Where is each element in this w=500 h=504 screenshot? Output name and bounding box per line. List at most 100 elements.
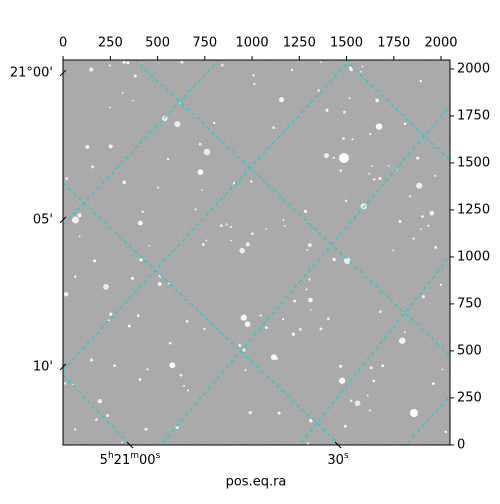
star <box>78 235 81 238</box>
star <box>282 318 285 321</box>
star <box>293 299 297 303</box>
star <box>139 258 143 262</box>
star <box>185 319 189 323</box>
star <box>253 82 256 86</box>
y-tick-label: 1750 <box>457 108 490 123</box>
star <box>201 242 205 246</box>
star <box>109 312 113 316</box>
star <box>122 60 126 64</box>
star <box>370 165 373 168</box>
star <box>126 61 130 65</box>
star <box>381 364 385 368</box>
y-tick-label: 0 <box>457 437 465 452</box>
star <box>372 379 376 383</box>
star <box>108 144 113 149</box>
label-part: h <box>108 451 114 461</box>
y-tick-label: 1000 <box>457 249 490 264</box>
star <box>366 394 369 397</box>
star <box>203 148 211 156</box>
star <box>403 331 406 334</box>
star <box>378 310 382 314</box>
star <box>320 61 322 64</box>
star <box>187 389 190 392</box>
star <box>259 314 262 317</box>
star <box>219 224 223 228</box>
star <box>95 418 98 422</box>
x-tick-label: 250 <box>98 36 123 51</box>
star <box>439 283 443 286</box>
star <box>416 156 420 160</box>
star <box>203 327 206 331</box>
star <box>369 366 373 370</box>
label-part: 3 <box>327 453 335 468</box>
star <box>369 409 372 412</box>
star <box>242 348 246 352</box>
star <box>339 153 349 163</box>
star <box>148 244 151 247</box>
star <box>230 239 232 242</box>
star <box>244 369 247 372</box>
star <box>250 180 253 183</box>
star <box>169 362 176 369</box>
star <box>109 106 112 109</box>
label-part: 0 <box>147 453 155 468</box>
label-part: 5 <box>100 453 108 468</box>
star <box>342 137 345 140</box>
star <box>252 74 255 77</box>
star <box>399 337 406 344</box>
star <box>290 68 294 72</box>
star <box>248 411 253 415</box>
star <box>205 239 208 242</box>
star <box>272 126 275 129</box>
x-tick-label: 1750 <box>377 36 410 51</box>
star <box>348 97 351 100</box>
star <box>130 276 134 280</box>
star <box>433 174 437 177</box>
star <box>73 428 77 431</box>
dec-grid-line <box>159 105 450 445</box>
star <box>429 210 435 216</box>
dec-tick-label: 21°00' <box>10 66 53 81</box>
x-axis-label: pos.eq.ra <box>226 475 287 490</box>
star <box>93 259 97 263</box>
star <box>409 195 412 198</box>
star <box>298 327 302 331</box>
star <box>410 409 418 417</box>
star <box>245 242 250 247</box>
star <box>244 321 251 327</box>
star <box>375 123 383 130</box>
star <box>332 156 335 159</box>
star <box>416 182 423 189</box>
x-tick-label: 1500 <box>330 36 363 51</box>
star <box>427 224 430 227</box>
star <box>351 138 354 141</box>
star <box>373 178 376 181</box>
star <box>91 165 95 169</box>
star <box>348 66 352 70</box>
star <box>265 227 268 230</box>
x-tick-label: 500 <box>145 36 170 51</box>
star <box>419 79 423 83</box>
star <box>168 341 172 345</box>
star <box>325 108 329 112</box>
star <box>339 169 343 173</box>
star <box>167 282 170 285</box>
y-tick-label: 1500 <box>457 155 490 170</box>
label-part: s <box>156 451 161 461</box>
star <box>179 373 183 377</box>
star <box>133 74 137 78</box>
star <box>309 418 313 423</box>
star <box>319 327 323 331</box>
dec-tick-label: 10' <box>33 359 53 374</box>
ra-tick <box>126 441 134 449</box>
star <box>90 358 94 362</box>
label-part: 0 <box>336 453 344 468</box>
dec-grid-line <box>405 394 450 445</box>
dec-grid-line <box>298 255 450 445</box>
star <box>63 292 69 297</box>
dec-tick <box>59 363 67 371</box>
star <box>323 153 329 159</box>
star <box>307 243 312 247</box>
ra-tick-label: 5h21m00s <box>100 451 161 468</box>
